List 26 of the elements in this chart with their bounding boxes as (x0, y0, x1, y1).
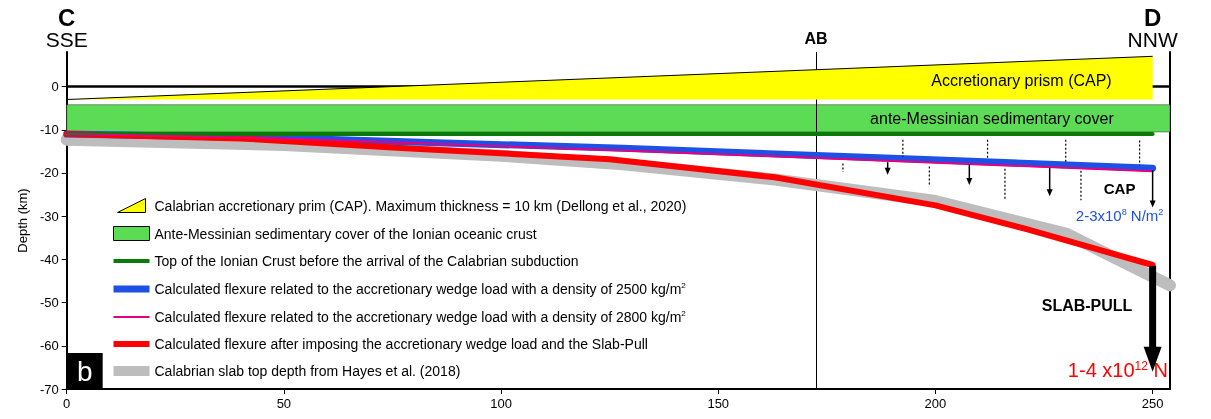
x-tick-label: 100 (490, 396, 512, 411)
annotation: Accretionary prism (CAP) (931, 72, 1112, 90)
annotation: ante-Messinian sedimentary cover (870, 110, 1115, 128)
legend-label: Calculated flexure after imposing the accretionary wedge load and the Slab-Pull (154, 336, 648, 352)
y-tick-label: 0 (51, 79, 59, 95)
y-tick-label: -60 (39, 338, 59, 354)
legend-label: Calabrian accretionary prim (CAP). Maximum thickness = 10 km (Dellong et al., 2020) (154, 197, 687, 214)
x-tick-label: 50 (276, 396, 292, 411)
y-tick-label: -20 (39, 165, 59, 181)
y-tick-label: -30 (39, 208, 59, 224)
x-tick-label: 250 (1141, 396, 1164, 411)
x-tick-label: 200 (924, 396, 947, 411)
annotation: CAP (1103, 179, 1136, 197)
x-tick-label: 0 (63, 396, 71, 411)
x-tick-label: 150 (707, 396, 730, 411)
legend-label: Ante-Messinian sedimentary cover of the Ionian oceanic crust (154, 225, 537, 242)
y-tick-label: -40 (39, 251, 59, 267)
annotation: SLAB-PULL (1041, 297, 1133, 315)
y-tick-label: -70 (39, 381, 59, 397)
ref-line-label: AB (804, 29, 828, 47)
y-axis-title: Depth (km) (15, 188, 30, 253)
y-tick-label: -10 (39, 122, 59, 138)
annotation: b (76, 355, 93, 387)
y-tick-label: -50 (39, 295, 59, 311)
legend-label: Calabrian slab top depth from Hayes et al. (2018) (154, 363, 461, 379)
legend-label: Top of the Ionian Crust before the arrival of the Calabrian subduction (154, 253, 579, 269)
